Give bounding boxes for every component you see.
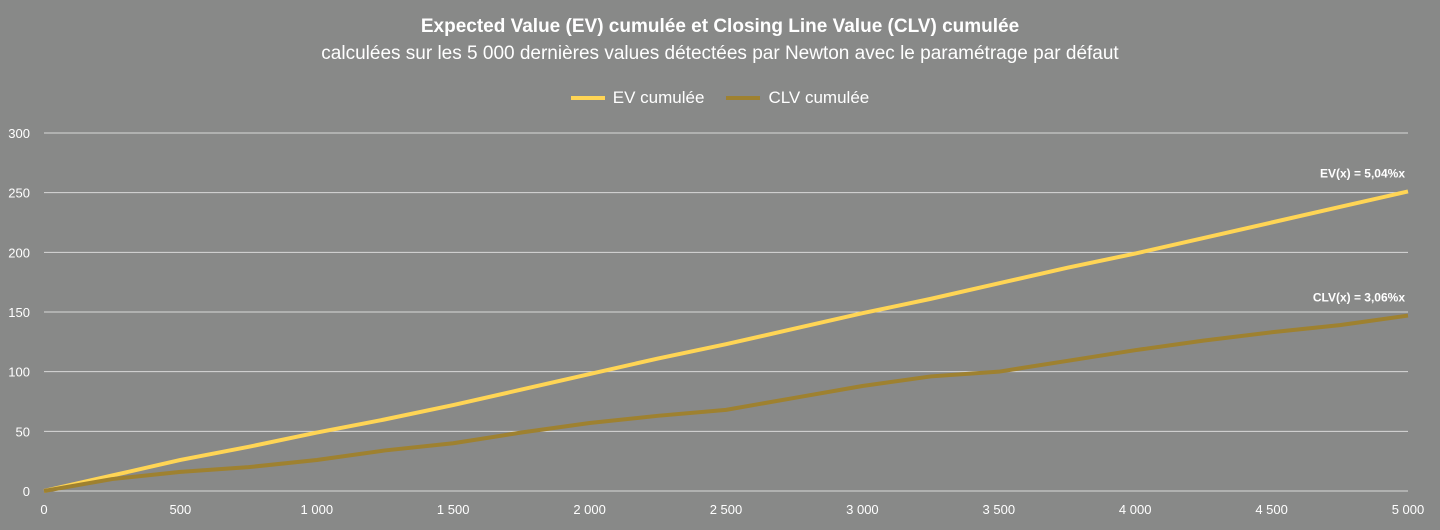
x-tick-label: 2 500 [710, 502, 743, 517]
y-tick-label: 100 [8, 365, 30, 380]
trend-annotation: CLV(x) = 3,06%x [1313, 291, 1405, 305]
x-tick-label: 0 [40, 502, 47, 517]
y-tick-label: 250 [8, 186, 30, 201]
y-tick-label: 150 [8, 305, 30, 320]
chart-subtitle: calculées sur les 5 000 dernières values… [321, 43, 1119, 64]
trend-annotation: EV(x) = 5,04%x [1320, 166, 1405, 180]
legend-label-ev: EV cumulée [612, 88, 705, 107]
series-line-ev [43, 189, 1409, 493]
x-tick-label: 2 000 [573, 502, 606, 517]
chart-title: Expected Value (EV) cumulée et Closing L… [420, 16, 1020, 37]
x-tick-label: 500 [170, 502, 192, 517]
x-tick-label: 4 000 [1119, 502, 1152, 517]
y-tick-label: 50 [16, 424, 30, 439]
y-tick-label: 200 [8, 245, 30, 260]
x-tick-label: 5 000 [1392, 502, 1425, 517]
y-tick-label: 300 [8, 126, 30, 141]
y-tick-label: 0 [23, 484, 30, 499]
legend-label-clv: CLV cumulée [768, 88, 870, 107]
legend-swatch-ev [570, 96, 605, 100]
x-tick-label: 3 500 [983, 502, 1016, 517]
series-line-clv [43, 313, 1409, 493]
x-tick-label: 1 500 [437, 502, 470, 517]
legend-swatch-clv [726, 96, 761, 100]
x-tick-label: 4 500 [1255, 502, 1288, 517]
legend-item-clv: CLV cumulée [726, 88, 869, 108]
legend-item-ev: EV cumulée [570, 88, 705, 108]
x-tick-label: 1 000 [301, 502, 334, 517]
x-tick-label: 3 000 [846, 502, 879, 517]
legend: EV cumulée CLV cumulée [0, 88, 1440, 108]
